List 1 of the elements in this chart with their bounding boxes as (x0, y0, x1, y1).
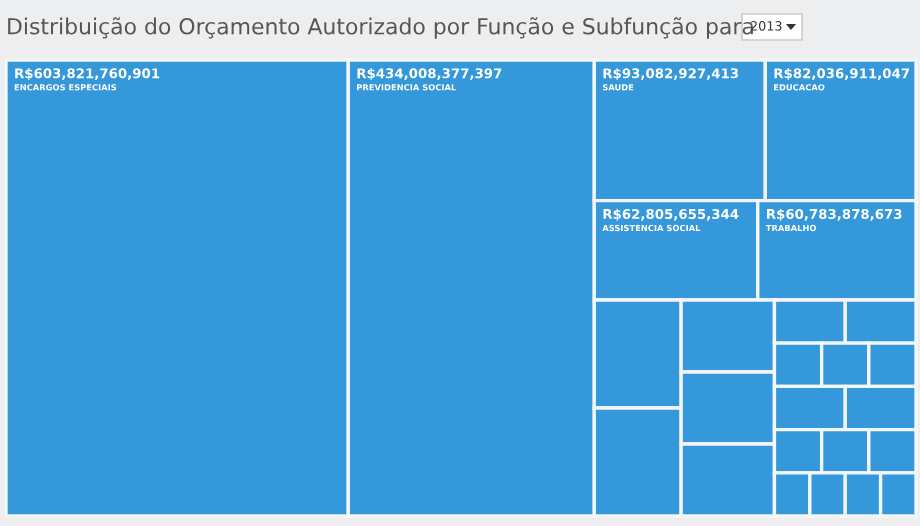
text: Distribuição do Orçamento Autorizado por Função e Subfunção para (8, 17, 753, 39)
